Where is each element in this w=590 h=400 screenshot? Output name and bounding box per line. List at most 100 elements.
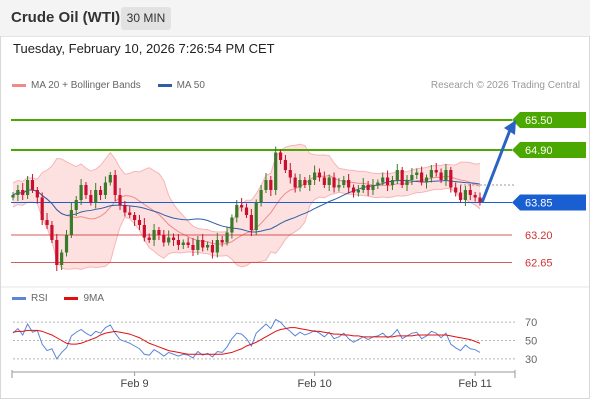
level-tag-65.50 <box>512 112 586 128</box>
interval-button[interactable]: 30 MIN <box>121 7 171 30</box>
candle-body <box>35 190 39 198</box>
candle-body <box>215 240 219 253</box>
level-label-text: 62.65 <box>525 258 553 270</box>
candle-body <box>196 240 200 250</box>
legend-swatch <box>12 296 26 300</box>
candle-body <box>30 180 35 190</box>
candle-body <box>230 217 234 233</box>
rsi-tick-label: 70 <box>525 317 537 329</box>
candle-body <box>429 170 433 178</box>
candle-body <box>385 177 390 185</box>
candle-body <box>64 235 69 253</box>
candle-body <box>405 180 409 185</box>
candle-body <box>69 210 73 235</box>
candle-body <box>45 220 49 225</box>
legend-swatch <box>12 83 26 87</box>
candle-body <box>444 170 448 180</box>
candle-body <box>162 235 166 243</box>
candle-body <box>395 170 399 180</box>
candle-body <box>225 232 229 243</box>
candle-body <box>347 180 351 188</box>
level-tag-63.85 <box>512 194 586 211</box>
candle-body <box>468 190 472 195</box>
candle-body <box>298 180 302 188</box>
level-tag-text: 64.90 <box>525 145 553 157</box>
candle-body <box>332 177 336 188</box>
level-tag-64.90 <box>512 142 586 158</box>
candle-body <box>473 195 477 198</box>
candle-body <box>322 177 326 185</box>
candle-body <box>176 240 180 245</box>
rsi-9ma-line <box>12 327 481 355</box>
candle-body <box>167 237 171 243</box>
candle-body <box>478 197 482 203</box>
legend-label: RSI <box>31 293 48 304</box>
candle-body <box>327 177 331 185</box>
legend-label: 9MA <box>83 293 105 304</box>
candle-body <box>205 245 210 248</box>
candle-body <box>50 225 54 240</box>
candle-body <box>98 190 103 195</box>
candle-body <box>361 185 365 190</box>
legend-9ma: 9MA <box>64 293 104 304</box>
candle-body <box>303 180 307 185</box>
candle-body <box>454 187 458 193</box>
legend-label: MA 20 + Bollinger Bands <box>31 80 141 91</box>
x-tick-label: Feb 9 <box>121 378 149 390</box>
candle-body <box>152 230 156 240</box>
rsi-tick-label: 50 <box>525 336 537 348</box>
timestamp: Tuesday, February 10, 2026 7:26:54 PM CE… <box>13 41 275 56</box>
candle-body <box>25 180 30 195</box>
candle-body <box>235 205 239 218</box>
candle-body <box>157 230 161 235</box>
candle-body <box>210 245 215 253</box>
candle-body <box>94 190 98 203</box>
candle-body <box>415 172 419 175</box>
candle-body <box>342 180 346 185</box>
legend-ma50: MA 50 <box>157 80 205 91</box>
x-tick-label: Feb 10 <box>297 378 331 390</box>
legend-swatch <box>64 296 79 300</box>
rsi-legend: RSI 9MA <box>12 293 118 304</box>
candle-body <box>458 192 463 200</box>
x-tick-label: Feb 11 <box>458 378 491 390</box>
candle-body <box>259 190 263 203</box>
instrument-title: Crude Oil (WTI) <box>11 9 121 26</box>
candle-body <box>142 225 146 238</box>
bollinger-lower-line <box>12 187 481 270</box>
candle-body <box>371 185 375 190</box>
candle-body <box>108 175 112 183</box>
candle-body <box>410 175 414 180</box>
candle-body <box>181 242 185 245</box>
candle-body <box>133 215 137 220</box>
legend-rsi: RSI <box>12 293 48 304</box>
candle-body <box>60 252 64 265</box>
main-legend: MA 20 + Bollinger Bands MA 50 <box>12 80 219 91</box>
candle-body <box>55 240 59 265</box>
candle-body <box>424 177 429 183</box>
candle-body <box>264 180 268 190</box>
candle-body <box>288 170 292 178</box>
legend-swatch <box>157 83 172 87</box>
chart-header: Crude Oil (WTI) 30 MIN <box>0 0 590 37</box>
candle-body <box>278 152 283 160</box>
candle-body <box>337 185 341 188</box>
candle-body <box>118 195 122 205</box>
candle-body <box>171 237 176 240</box>
candle-body <box>74 200 78 210</box>
candle-body <box>420 172 424 183</box>
candle-body <box>366 185 370 190</box>
candle-body <box>89 195 93 203</box>
candle-body <box>220 240 224 243</box>
candle-body <box>249 215 253 230</box>
level-tag-text: 65.50 <box>525 115 553 127</box>
legend-ma20-bollinger: MA 20 + Bollinger Bands <box>12 80 141 91</box>
candle-body <box>137 220 142 225</box>
candle-body <box>147 237 151 240</box>
candle-body <box>21 190 25 195</box>
candle-body <box>113 175 117 195</box>
candle-body <box>356 190 360 193</box>
forecast-arrow-head <box>504 120 516 135</box>
candle-body <box>308 180 312 185</box>
